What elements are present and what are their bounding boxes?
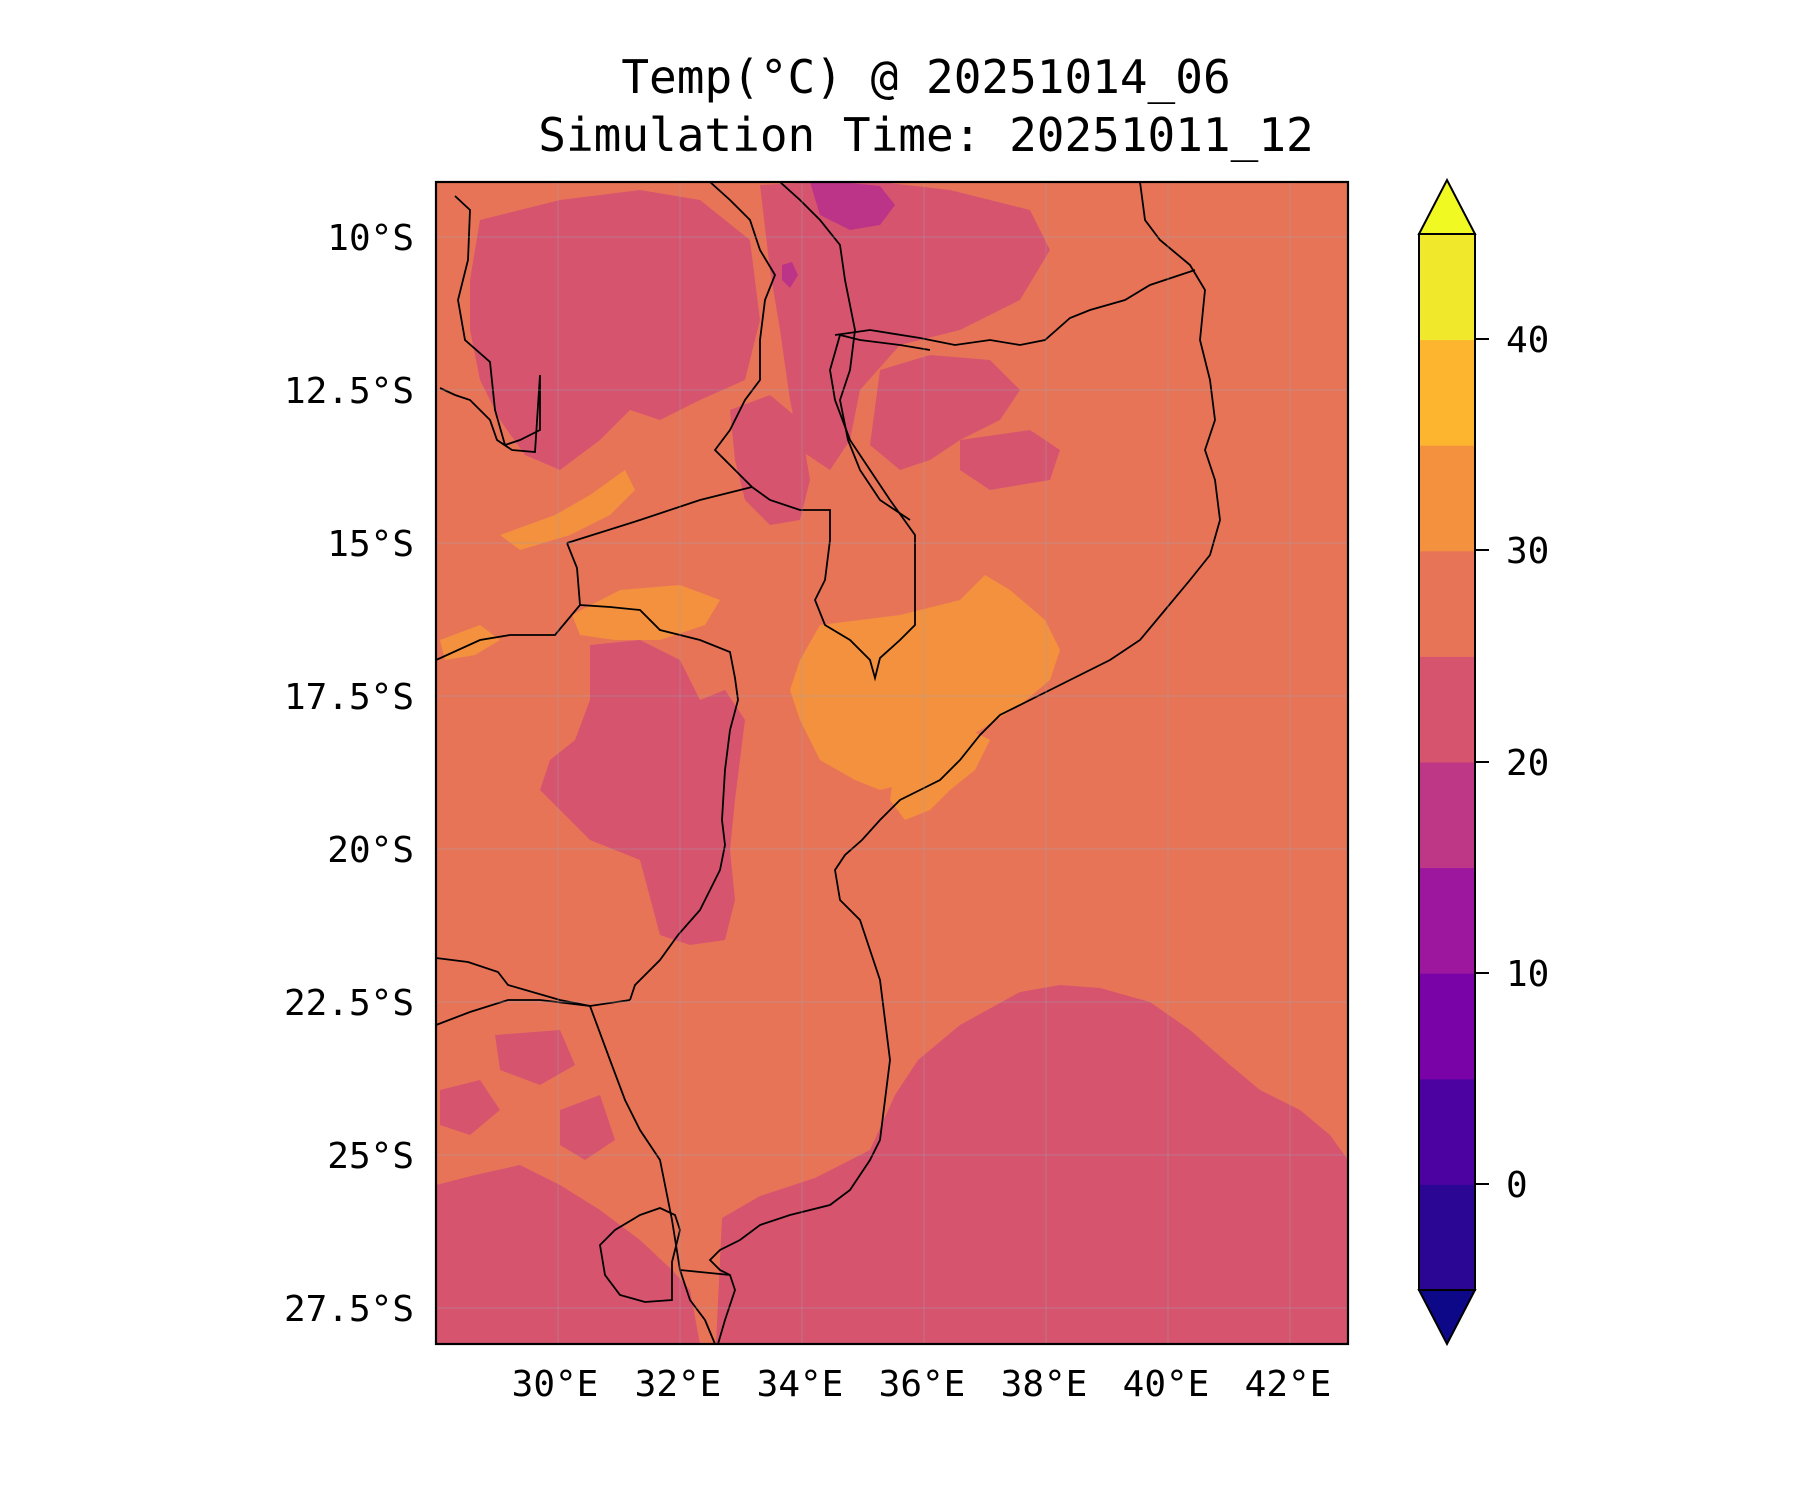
lat-tick-label: 22.5°S — [284, 983, 414, 1024]
warm-coast-region — [890, 725, 990, 820]
zambia-border — [439, 195, 541, 453]
lon-tick-label: 36°E — [879, 1364, 966, 1405]
south-africa-border — [436, 999, 716, 1344]
lon-tick-label: 30°E — [512, 1364, 599, 1405]
lat-tick-label: 25°S — [327, 1136, 414, 1177]
malawi-west-border — [709, 182, 777, 488]
cool-sw-patch-2 — [495, 1030, 575, 1085]
map-frame — [434, 180, 1350, 1346]
colorbar-band — [1419, 445, 1475, 552]
moz-coastline — [708, 182, 1221, 1344]
lon-tick-label: 34°E — [757, 1364, 844, 1405]
lake-malawi-shore — [779, 182, 911, 521]
title-line-1: Temp(°C) @ 20251014_06 — [621, 50, 1231, 104]
warm-central-region — [790, 575, 1060, 790]
colorbar-band — [1419, 339, 1475, 446]
cold-spot-north — [810, 182, 895, 230]
gridlines — [436, 182, 1348, 1344]
cool-tanzania-region — [760, 182, 1050, 470]
colorbar-tick-label: 20 — [1506, 743, 1549, 784]
lat-tick-label: 15°S — [327, 524, 414, 565]
lat-tick-label: 12.5°S — [284, 371, 414, 412]
colorbar-band — [1419, 656, 1475, 763]
colorbar-band — [1419, 973, 1475, 1080]
tanzania-mozambique-border — [834, 269, 1196, 346]
eswatini-border — [599, 1207, 681, 1303]
colorbar: 0 10 20 30 40 — [1417, 177, 1549, 1347]
zimbabwe-mozambique-border — [436, 604, 581, 661]
colorbar-band — [1419, 1078, 1475, 1185]
colorbar-ticks — [1475, 338, 1489, 1185]
colorbar-band — [1419, 234, 1475, 341]
warm-lowland-strip — [572, 585, 720, 640]
colorbar-bands — [1419, 234, 1475, 1291]
warm-northwest-strip — [500, 470, 635, 550]
lat-tick-label: 10°S — [327, 218, 414, 259]
cool-sw-patch-1 — [440, 1080, 500, 1135]
cool-moz-north-patch — [960, 430, 1060, 490]
cool-moz-north-region — [870, 355, 1020, 470]
lon-axis: 30°E 32°E 34°E 36°E 38°E 40°E 42°E — [512, 1364, 1332, 1405]
lon-tick-label: 32°E — [635, 1364, 722, 1405]
lon-tick-label: 40°E — [1123, 1364, 1210, 1405]
drc-zambia-border — [566, 486, 753, 544]
chart-title: Temp(°C) @ 20251014_06 Simulation Time: … — [436, 48, 1416, 164]
colorbar-band — [1419, 867, 1475, 974]
lat-tick-label: 17.5°S — [284, 677, 414, 718]
colorbar-band — [1419, 550, 1475, 657]
lon-tick-label: 42°E — [1245, 1364, 1332, 1405]
sa-moz-south-border — [679, 1269, 731, 1276]
colorbar-tick-label: 10 — [1506, 954, 1549, 995]
colorbar-band — [1419, 1184, 1475, 1291]
map-panel — [436, 182, 1348, 1344]
cool-ocean-region — [716, 985, 1348, 1344]
cool-zimbabwe-region — [540, 640, 745, 945]
lat-axis: 10°S 12.5°S 15°S 17.5°S 20°S 22.5°S 25°S… — [284, 218, 414, 1330]
colorbar-extend-min — [1417, 1289, 1477, 1347]
lat-tick-label: 27.5°S — [284, 1289, 414, 1330]
colorbar-extend-max — [1417, 177, 1477, 235]
colorbar-band — [1419, 762, 1475, 869]
lat-tick-label: 20°S — [327, 830, 414, 871]
cool-malawi-region — [730, 395, 810, 525]
malawi-border — [751, 333, 931, 682]
zambia-mozambique-border — [566, 542, 739, 1001]
lon-tick-label: 38°E — [1001, 1364, 1088, 1405]
colorbar-tick-label: 0 — [1506, 1165, 1528, 1206]
title-line-2: Simulation Time: 20251011_12 — [538, 108, 1314, 162]
colorbar-tick-label: 40 — [1506, 320, 1549, 361]
country-borders — [436, 182, 1221, 1344]
cool-sw-patch-3 — [560, 1095, 615, 1160]
colorbar-tick-label: 30 — [1506, 531, 1549, 572]
cold-spot-small — [782, 262, 798, 288]
cool-zambia-region — [470, 190, 760, 470]
